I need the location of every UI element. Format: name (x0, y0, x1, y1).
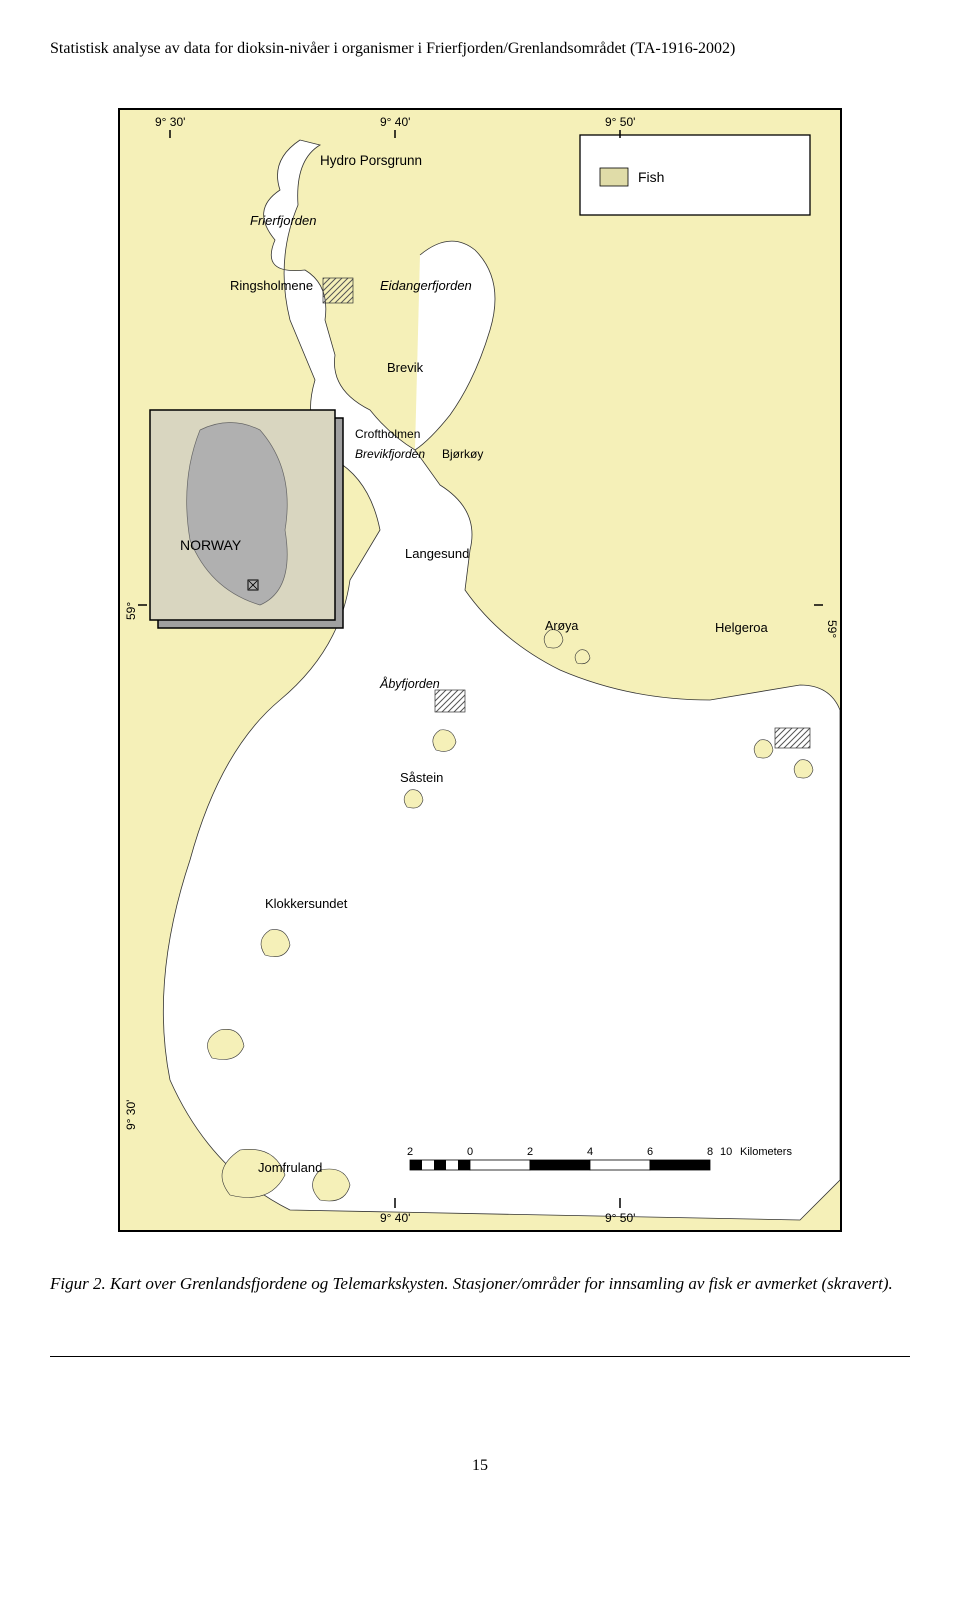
svg-text:9° 50': 9° 50' (605, 115, 635, 129)
svg-text:8: 8 (707, 1146, 713, 1158)
svg-text:9° 40': 9° 40' (380, 1211, 410, 1225)
svg-text:10: 10 (720, 1146, 732, 1158)
svg-text:Croftholmen: Croftholmen (355, 427, 420, 441)
svg-text:59°: 59° (124, 602, 138, 620)
svg-text:Arøya: Arøya (545, 619, 578, 633)
svg-text:Åbyfjorden: Åbyfjorden (379, 676, 440, 691)
svg-text:Ringsholmene: Ringsholmene (230, 278, 313, 293)
svg-text:9° 50': 9° 50' (605, 1211, 635, 1225)
inset-map (150, 410, 343, 628)
svg-text:Frierfjorden: Frierfjorden (250, 213, 316, 228)
svg-text:Eidangerfjorden: Eidangerfjorden (380, 278, 472, 293)
document-header: Statistisk analyse av data for dioksin-n… (50, 40, 910, 58)
svg-text:Bjørkøy: Bjørkøy (442, 447, 483, 461)
svg-text:4: 4 (587, 1146, 593, 1158)
svg-text:2: 2 (527, 1146, 533, 1158)
svg-text:0: 0 (467, 1146, 473, 1158)
map-figure: Fish 9° 30' 9° 40' 9° 50' 9° 40' 9° 50' … (118, 108, 842, 1232)
svg-text:NORWAY: NORWAY (180, 537, 242, 553)
eidanger-arm (415, 241, 495, 450)
footer-rule (50, 1356, 910, 1357)
svg-text:6: 6 (647, 1146, 653, 1158)
svg-text:Jomfruland: Jomfruland (258, 1160, 322, 1175)
svg-text:Brevikfjorden: Brevikfjorden (355, 447, 425, 461)
map-svg: Fish 9° 30' 9° 40' 9° 50' 9° 40' 9° 50' … (120, 110, 840, 1230)
lon-ticks-top: 9° 30' 9° 40' 9° 50' (155, 115, 635, 138)
legend-swatch (600, 168, 628, 186)
svg-text:Hydro Porsgrunn: Hydro Porsgrunn (320, 153, 422, 168)
legend-fish-label: Fish (638, 169, 664, 185)
page-number: 15 (50, 1457, 910, 1475)
svg-text:9° 30': 9° 30' (155, 115, 185, 129)
svg-text:9° 40': 9° 40' (380, 115, 410, 129)
svg-text:59°: 59° (825, 620, 839, 638)
svg-text:Langesund: Langesund (405, 546, 469, 561)
figure-caption: Figur 2. Kart over Grenlandsfjordene og … (50, 1272, 910, 1296)
svg-text:Klokkersundet: Klokkersundet (265, 896, 348, 911)
water-body (163, 140, 840, 1220)
svg-text:Kilometers: Kilometers (740, 1146, 792, 1158)
svg-text:Såstein: Såstein (400, 770, 443, 785)
svg-text:Brevik: Brevik (387, 360, 424, 375)
svg-text:9° 30': 9° 30' (124, 1100, 138, 1130)
svg-text:2: 2 (407, 1146, 413, 1158)
svg-text:Helgeroa: Helgeroa (715, 620, 769, 635)
